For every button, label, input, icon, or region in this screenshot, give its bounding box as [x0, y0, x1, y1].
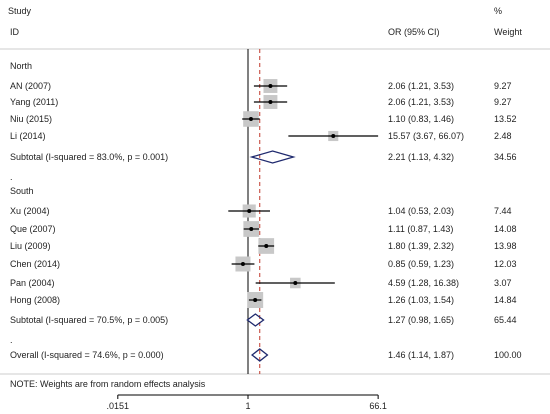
- study-ci-text: 1.10 (0.83, 1.46): [388, 114, 454, 124]
- study-label: Li (2014): [10, 131, 46, 141]
- study-ci-text: 4.59 (1.28, 16.38): [388, 278, 459, 288]
- study-weight: 9.27: [494, 97, 512, 107]
- study-label: Hong (2008): [10, 295, 60, 305]
- study-weight: 14.08: [494, 224, 517, 234]
- x-axis: .0151 1 66.1: [107, 394, 387, 411]
- study-label: Chen (2014): [10, 259, 60, 269]
- study-ci-text: 2.06 (1.21, 3.53): [388, 97, 454, 107]
- study-label: Liu (2009): [10, 241, 51, 251]
- group-label: South: [10, 186, 34, 196]
- point-estimate: [331, 134, 336, 138]
- study-label: Xu (2004): [10, 206, 50, 216]
- study-ci-text: 1.80 (1.39, 2.32): [388, 241, 454, 251]
- row-separator-dot: .: [10, 335, 13, 345]
- study-ci-text: 1.26 (1.03, 1.54): [388, 295, 454, 305]
- study-weight: 3.07: [494, 278, 512, 288]
- point-estimate: [268, 84, 273, 88]
- study-ci-text: 1.11 (0.87, 1.43): [388, 224, 453, 234]
- row-separator-dot: .: [10, 172, 13, 182]
- subtotal-weight: 65.44: [494, 315, 517, 325]
- overall-weight: 100.00: [494, 350, 522, 360]
- point-estimate: [293, 281, 298, 285]
- study-ci-text: 1.04 (0.53, 2.03): [388, 206, 454, 216]
- study-label: Yang (2011): [10, 97, 58, 107]
- study-weight: 13.52: [494, 114, 517, 124]
- overall-label: Overall (I-squared = 74.6%, p = 0.000): [10, 350, 164, 360]
- header-study: Study: [8, 6, 32, 16]
- group-label: North: [10, 61, 32, 71]
- subtotal-diamond: [249, 150, 296, 164]
- study-weight: 14.84: [494, 295, 517, 305]
- study-label: Niu (2015): [10, 114, 52, 124]
- point-estimate: [264, 244, 269, 248]
- study-label: AN (2007): [10, 81, 51, 91]
- x-tick-label: 1: [245, 401, 250, 411]
- study-weight: 7.44: [494, 206, 512, 216]
- point-estimate: [248, 117, 253, 121]
- study-label: Pan (2004): [10, 278, 55, 288]
- subtotal-label: Subtotal (I-squared = 83.0%, p = 0.001): [10, 152, 168, 162]
- study-ci-text: 2.06 (1.21, 3.53): [388, 81, 454, 91]
- point-estimate: [253, 298, 258, 302]
- study-weight: 9.27: [494, 81, 512, 91]
- overall-ci-text: 1.46 (1.14, 1.87): [388, 350, 454, 360]
- header-or-ci: OR (95% CI): [388, 27, 440, 37]
- point-estimate: [247, 209, 252, 213]
- study-rows: North AN (2007) 2.06 (1.21, 3.53) 9.27 Yang …: [10, 61, 522, 362]
- subtotal-weight: 34.56: [494, 152, 517, 162]
- subtotal-ci-text: 2.21 (1.13, 4.32): [388, 152, 454, 162]
- overall-diamond: [251, 348, 269, 362]
- study-label: Que (2007): [10, 224, 56, 234]
- study-weight: 12.03: [494, 259, 517, 269]
- subtotal-label: Subtotal (I-squared = 70.5%, p = 0.005): [10, 315, 168, 325]
- header-row: Study ID OR (95% CI) % Weight: [8, 6, 522, 37]
- study-weight: 13.98: [494, 241, 517, 251]
- point-estimate: [268, 100, 273, 104]
- footnote: NOTE: Weights are from random effects an…: [10, 379, 206, 389]
- subtotal-diamond: [246, 313, 265, 327]
- subtotal-ci-text: 1.27 (0.98, 1.65): [388, 315, 454, 325]
- header-percent: %: [494, 6, 502, 16]
- header-weight: Weight: [494, 27, 522, 37]
- study-weight: 2.48: [494, 131, 512, 141]
- study-ci-text: 15.57 (3.67, 66.07): [388, 131, 464, 141]
- point-estimate: [249, 227, 254, 231]
- study-ci-text: 0.85 (0.59, 1.23): [388, 259, 454, 269]
- x-tick-label: .0151: [107, 401, 130, 411]
- header-id: ID: [10, 27, 20, 37]
- point-estimate: [240, 262, 245, 266]
- x-tick-label: 66.1: [369, 401, 387, 411]
